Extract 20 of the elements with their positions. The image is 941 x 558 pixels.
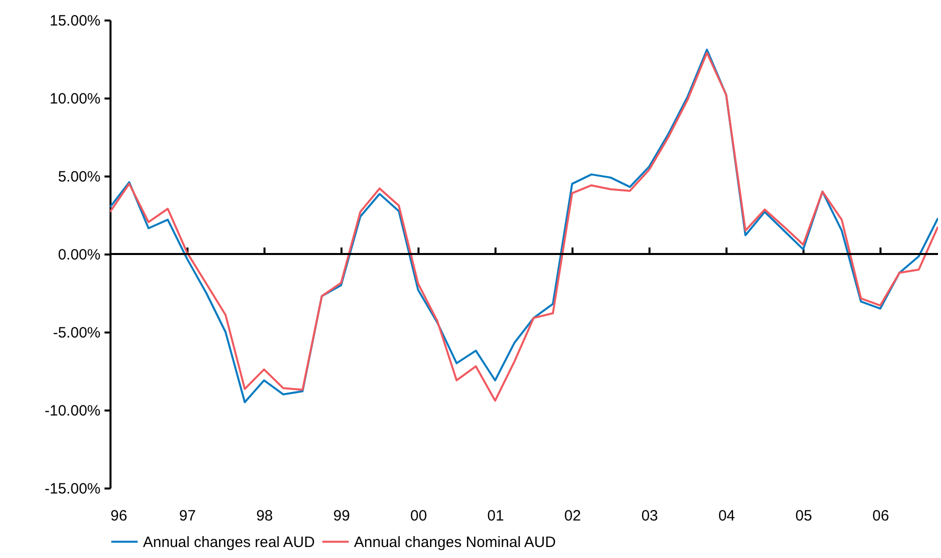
x-tick-label: 98 — [256, 508, 273, 524]
x-tick-label: 04 — [718, 508, 736, 524]
y-tick-label: 5.00% — [58, 168, 100, 186]
x-tick-label: 00 — [410, 508, 427, 524]
y-tick-label: -10.00% — [44, 402, 100, 420]
x-tick-label: 01 — [487, 508, 504, 524]
y-tick-label: 10.00% — [50, 90, 100, 108]
x-tick-label: 97 — [179, 508, 196, 524]
y-tick-label: 15.00% — [50, 12, 100, 30]
y-tick-label: -15.00% — [44, 480, 100, 498]
x-tick-label: 99 — [333, 508, 350, 524]
y-tick-label: -5.00% — [52, 324, 100, 342]
x-tick-label: 05 — [795, 508, 812, 524]
legend-label: Annual changes Nominal AUD — [354, 534, 556, 551]
x-tick-label: 96 — [110, 508, 128, 524]
x-tick-label: 03 — [641, 508, 658, 524]
x-tick-label: 02 — [564, 508, 581, 524]
x-tick-label: 06 — [872, 508, 890, 524]
legend-label: Annual changes real AUD — [143, 534, 315, 551]
y-tick-label: 0.00% — [58, 246, 100, 264]
